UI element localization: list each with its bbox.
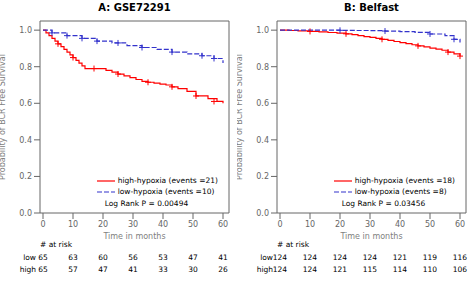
svg-text:30: 30 <box>128 220 138 229</box>
html-text:A: GSE72291: A: GSE72291 <box>98 2 171 13</box>
svg-text:20: 20 <box>335 220 345 229</box>
html-text:124: 124 <box>362 253 378 262</box>
html-text:26: 26 <box>218 265 228 274</box>
svg-text:0: 0 <box>40 220 45 229</box>
svg-text:Probability of BCR Free Surviv: Probability of BCR Free Survival <box>237 54 244 180</box>
html-text:high 124: high 124 <box>256 265 288 274</box>
html-text:121: 121 <box>392 253 408 262</box>
html-text:low-hypoxia (events =10): low-hypoxia (events =10) <box>117 187 215 196</box>
svg-text:40: 40 <box>395 220 405 229</box>
html-text:Log Rank P = 0.00494: Log Rank P = 0.00494 <box>104 199 189 208</box>
html-text:# at risk: # at risk <box>277 240 309 249</box>
svg-text:0.8: 0.8 <box>256 63 269 72</box>
html-text:low 65: low 65 <box>23 253 48 262</box>
svg-text:10: 10 <box>305 220 315 229</box>
html-text:high-hypoxia (events =18): high-hypoxia (events =18) <box>354 176 455 185</box>
svg-text:20: 20 <box>98 220 108 229</box>
html-text:124: 124 <box>332 253 348 262</box>
html-text:33: 33 <box>158 265 168 274</box>
html-text:106: 106 <box>452 265 468 274</box>
svg-text:0.6: 0.6 <box>19 99 32 108</box>
html-text:low-hypoxia (events =8): low-hypoxia (events =8) <box>354 187 447 196</box>
html-text:high 65: high 65 <box>19 265 48 274</box>
svg-text:0.6: 0.6 <box>256 99 269 108</box>
html-text:low 124: low 124 <box>260 253 288 262</box>
html-text:Log Rank P = 0.03456: Log Rank P = 0.03456 <box>341 199 426 208</box>
svg-text:Time in months: Time in months <box>339 232 402 239</box>
html-text:116: 116 <box>452 253 468 262</box>
html-text:115: 115 <box>362 265 378 274</box>
html-text:30: 30 <box>188 265 198 274</box>
svg-text:0.2: 0.2 <box>19 172 32 181</box>
svg-text:0.8: 0.8 <box>19 63 32 72</box>
html-text:57: 57 <box>68 265 78 274</box>
html-text:56: 56 <box>128 253 138 262</box>
svg-text:0.0: 0.0 <box>19 209 32 218</box>
html-text:53: 53 <box>158 253 168 262</box>
html-text:124: 124 <box>302 253 318 262</box>
svg-text:0.2: 0.2 <box>256 172 269 181</box>
html-text:124: 124 <box>302 265 318 274</box>
html-text:47: 47 <box>188 253 198 262</box>
html-text:41: 41 <box>218 253 228 262</box>
svg-text:30: 30 <box>365 220 375 229</box>
html-text:121: 121 <box>332 265 348 274</box>
svg-text:60: 60 <box>455 220 465 229</box>
html-text:110: 110 <box>422 265 438 274</box>
svg-text:50: 50 <box>425 220 435 229</box>
svg-text:60: 60 <box>218 220 228 229</box>
svg-text:1.0: 1.0 <box>256 26 269 35</box>
html-text:63: 63 <box>68 253 78 262</box>
svg-text:Time in months: Time in months <box>102 232 165 239</box>
svg-text:50: 50 <box>188 220 198 229</box>
html-text:60: 60 <box>98 253 108 262</box>
html-text:41: 41 <box>128 265 138 274</box>
html-text:high-hypoxia (events =21): high-hypoxia (events =21) <box>117 176 218 185</box>
svg-text:0: 0 <box>277 220 282 229</box>
svg-text:0.0: 0.0 <box>256 209 269 218</box>
svg-text:0.4: 0.4 <box>256 136 269 145</box>
svg-text:0.4: 0.4 <box>19 136 32 145</box>
svg-text:10: 10 <box>68 220 78 229</box>
svg-text:40: 40 <box>158 220 168 229</box>
html-text:47: 47 <box>98 265 108 274</box>
html-text:119: 119 <box>422 253 438 262</box>
html-text:B: Belfast: B: Belfast <box>344 2 399 13</box>
html-text:114: 114 <box>392 265 408 274</box>
svg-text:1.0: 1.0 <box>19 26 32 35</box>
html-text:# at risk: # at risk <box>40 240 72 249</box>
